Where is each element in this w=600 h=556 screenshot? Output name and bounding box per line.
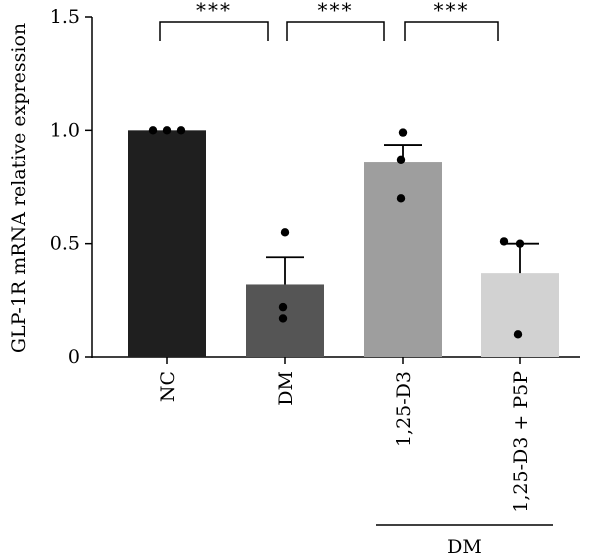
y-tick-label: 0.5: [50, 233, 80, 255]
category-label: NC: [157, 371, 179, 402]
data-point: [396, 155, 406, 164]
data-point: [148, 126, 158, 135]
significance-label: ***: [196, 0, 232, 22]
data-point: [176, 126, 186, 135]
data-point: [513, 330, 523, 339]
bar: [128, 130, 206, 357]
y-tick-label: 0: [68, 346, 80, 368]
data-point: [398, 128, 408, 137]
significance-bracket: [404, 21, 499, 41]
data-point: [515, 239, 525, 248]
category-label: DM: [275, 371, 297, 406]
data-point: [280, 228, 290, 237]
y-axis-label: GLP-1R mRNA relative expression: [8, 23, 30, 353]
bar: [364, 162, 442, 357]
significance-brackets: *** *** ***: [159, 0, 499, 41]
y-ticks: 0 0.5 1.0 1.5: [50, 6, 92, 368]
category-label: 1,25-D3 + P5P: [510, 371, 532, 513]
y-tick-label: 1.5: [50, 6, 80, 28]
data-point: [278, 314, 288, 323]
significance-bracket: [159, 21, 269, 41]
significance-label: ***: [434, 0, 470, 22]
data-point: [278, 302, 288, 312]
bar: [481, 273, 559, 357]
data-point: [396, 194, 406, 203]
significance-bracket: [286, 21, 385, 41]
bars: [128, 130, 559, 357]
category-label: 1,25-D3: [393, 371, 415, 447]
y-tick-label: 1.0: [50, 119, 80, 141]
group-annotation: DM: [376, 524, 553, 556]
significance-label: ***: [318, 0, 354, 22]
category-labels: NC DM 1,25-D3 1,25-D3 + P5P: [157, 371, 532, 513]
data-points: [148, 126, 525, 339]
data-point: [499, 237, 509, 246]
data-point: [162, 126, 172, 135]
group-label: DM: [447, 536, 482, 556]
